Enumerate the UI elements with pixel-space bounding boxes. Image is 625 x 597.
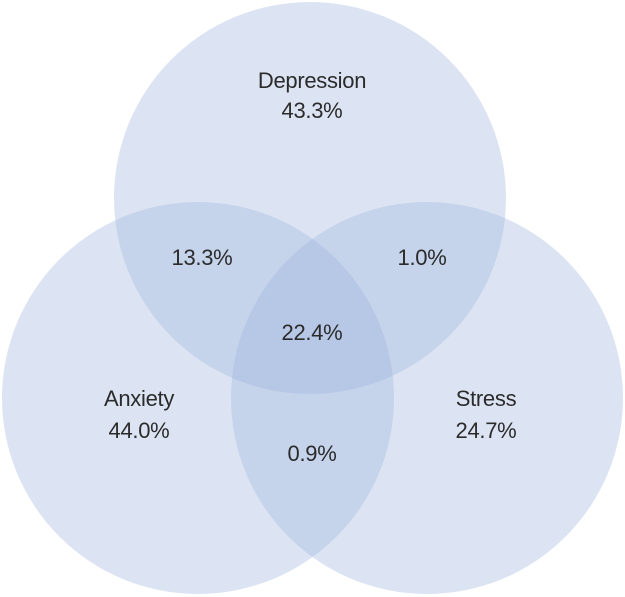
anxiety-name-label: Anxiety — [104, 386, 174, 411]
depression-stress-overlap-label: 1.0% — [398, 245, 447, 270]
stress-circle — [231, 202, 623, 594]
stress-value-label: 24.7% — [456, 418, 517, 443]
all-three-overlap-label: 22.4% — [282, 320, 343, 345]
anxiety-circle — [2, 202, 394, 594]
stress-name-label: Stress — [456, 386, 517, 411]
depression-value-label: 43.3% — [282, 98, 343, 123]
depression-name-label: Depression — [258, 68, 366, 93]
anxiety-value-label: 44.0% — [109, 418, 170, 443]
depression-circle — [114, 2, 506, 394]
anxiety-stress-overlap-label: 0.9% — [288, 441, 337, 466]
depression-anxiety-overlap-label: 13.3% — [172, 245, 233, 270]
